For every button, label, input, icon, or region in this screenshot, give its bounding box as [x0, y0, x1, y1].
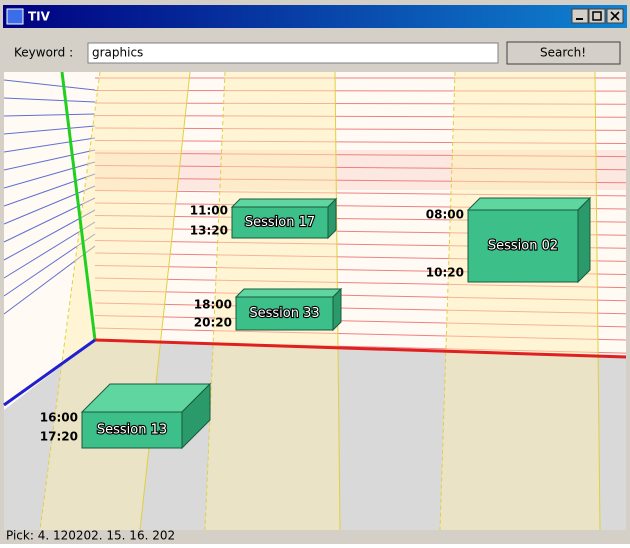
- minimize-button[interactable]: [571, 8, 589, 24]
- axis-red: [94, 338, 627, 359]
- side-wall-line: [3, 245, 96, 315]
- maximize-icon: [592, 11, 602, 21]
- wall-line: [94, 315, 627, 328]
- wall-line: [94, 90, 627, 92]
- keyword-label: Keyword :: [14, 46, 73, 60]
- session-label: Session 13: [97, 423, 167, 438]
- session-end: 10:20: [426, 266, 464, 280]
- session-start: 16:00: [40, 411, 78, 425]
- session-label: Session 17: [245, 215, 315, 230]
- maximize-button[interactable]: [588, 8, 606, 24]
- side-wall-line: [3, 113, 96, 117]
- column-edge: [439, 71, 456, 531]
- wall-line: [94, 115, 627, 118]
- session-start: 08:00: [426, 208, 464, 222]
- window-controls: [571, 8, 624, 24]
- wall-line: [94, 102, 627, 105]
- status-text: Pick: 4. 120202. 15. 16. 202: [6, 529, 175, 543]
- column-edge: [139, 71, 191, 531]
- session-box: [235, 296, 334, 331]
- side-wall-line: [3, 161, 96, 189]
- session-end: 13:20: [190, 224, 228, 238]
- wall-line: [94, 140, 627, 144]
- highlight-band: [95, 150, 626, 190]
- session-box: [231, 206, 329, 239]
- side-wall-line: [3, 173, 96, 207]
- wall-line: [94, 277, 627, 289]
- side-wall-line: [3, 137, 96, 153]
- side-wall-line: [3, 125, 96, 135]
- search-button[interactable]: [506, 41, 621, 65]
- session-box-top: [466, 197, 592, 211]
- wall-line: [94, 327, 627, 341]
- axis-green: [60, 71, 97, 341]
- session-start: 11:00: [190, 204, 228, 218]
- wall-line: [94, 152, 627, 158]
- close-icon: [610, 11, 620, 21]
- axis-blue: [3, 338, 96, 407]
- keyword-input[interactable]: [87, 42, 499, 64]
- status-bar: [0, 530, 630, 544]
- side-wall-line: [3, 79, 96, 91]
- session-box-side: [332, 287, 342, 332]
- sessions: Session 17 11:00 13:20 Session 33 18:00 20:20…: [40, 196, 592, 450]
- session-box-top: [230, 198, 338, 208]
- session-box: [467, 209, 579, 283]
- session-start: 18:00: [194, 298, 232, 312]
- session-box: [81, 411, 183, 449]
- search-button-label: Search!: [540, 46, 586, 60]
- column-edge: [594, 71, 601, 531]
- side-wall-line: [3, 221, 96, 279]
- wall-line: [94, 302, 627, 315]
- session-end: 17:20: [40, 430, 78, 444]
- wall-line: [94, 290, 627, 302]
- time-column: [440, 72, 600, 530]
- session-box-top: [234, 288, 343, 298]
- session-label: Session 02: [488, 239, 558, 254]
- session-box-side: [577, 196, 591, 284]
- keyword-value: graphics: [92, 46, 143, 60]
- side-wall-line: [3, 149, 96, 171]
- side-wall-line: [3, 233, 96, 297]
- wall-line: [94, 165, 627, 171]
- side-wall-line: [3, 97, 96, 103]
- wall-line: [94, 190, 627, 197]
- wall-line: [94, 177, 627, 184]
- title-bar: [3, 5, 627, 28]
- session-end: 20:20: [194, 316, 232, 330]
- session-label: Session 33: [249, 306, 319, 321]
- side-wall-line: [3, 185, 96, 225]
- window-title: TIV: [28, 10, 51, 24]
- app-icon: [6, 8, 24, 25]
